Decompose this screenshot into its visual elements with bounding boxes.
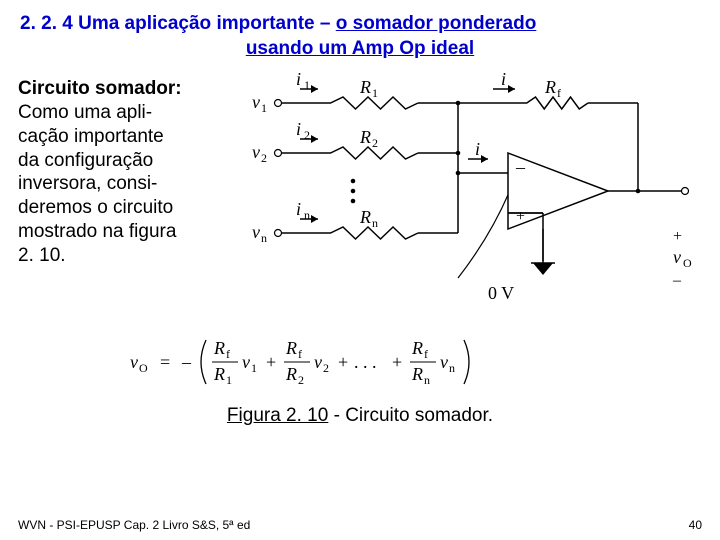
svg-text:v: v	[440, 352, 448, 372]
circuit-svg: v1i1R1v2i2R2vninRniiRf–++vO–0 V	[243, 73, 703, 323]
svg-text:2: 2	[323, 361, 329, 375]
svg-text:R: R	[285, 364, 297, 384]
svg-text:R: R	[359, 77, 371, 97]
svg-text:+: +	[266, 352, 276, 372]
svg-text:+: +	[673, 228, 682, 245]
svg-text:R: R	[411, 364, 423, 384]
svg-text:+: +	[338, 352, 348, 372]
svg-text:1: 1	[261, 101, 267, 115]
footer-left: WVN - PSI-EPUSP Cap. 2 Livro S&S, 5ª ed	[18, 518, 250, 532]
footer: WVN - PSI-EPUSP Cap. 2 Livro S&S, 5ª ed …	[18, 518, 702, 532]
svg-text:0 V: 0 V	[488, 283, 514, 303]
svg-text:O: O	[139, 361, 148, 375]
svg-text:i: i	[501, 73, 506, 89]
svg-text:+: +	[516, 208, 525, 225]
svg-text:v: v	[130, 352, 138, 372]
svg-text:1: 1	[304, 78, 310, 92]
svg-text:R: R	[544, 77, 556, 97]
svg-text:–: –	[515, 157, 526, 177]
svg-text:2: 2	[298, 373, 304, 387]
title-plain: 2. 2. 4 Uma aplicação importante –	[20, 13, 336, 34]
body-l0: Como uma apli-	[18, 102, 152, 123]
svg-text:R: R	[213, 338, 225, 358]
svg-text:2: 2	[261, 151, 267, 165]
svg-text:R: R	[411, 338, 423, 358]
slide-title: 2. 2. 4 Uma aplicação importante – o som…	[0, 0, 720, 65]
svg-text:n: n	[449, 361, 455, 375]
svg-text:1: 1	[372, 86, 378, 100]
svg-text:n: n	[304, 208, 310, 222]
svg-text:+: +	[392, 352, 402, 372]
svg-text:f: f	[424, 347, 428, 361]
svg-text:i: i	[296, 199, 301, 219]
circuit-diagram: v1i1R1v2i2R2vninRniiRf–++vO–0 V	[243, 73, 710, 328]
svg-text:i: i	[296, 73, 301, 89]
svg-text:R: R	[213, 364, 225, 384]
body-text: Circuito somador: Como uma apli- cação i…	[18, 73, 243, 267]
body-l5: mostrado na figura	[18, 221, 176, 242]
svg-text:f: f	[226, 347, 230, 361]
svg-text:R: R	[359, 207, 371, 227]
svg-text:2: 2	[304, 128, 310, 142]
footer-right: 40	[689, 518, 702, 532]
body-l1: cação importante	[18, 126, 164, 147]
equation-svg: vO=–RfR1v1+RfR2v2+. . .+RfRnvn	[120, 334, 600, 390]
svg-text:v: v	[252, 222, 260, 242]
svg-text:O: O	[683, 256, 692, 270]
svg-text:1: 1	[251, 361, 257, 375]
svg-text:v: v	[252, 92, 260, 112]
svg-text:–: –	[672, 272, 682, 289]
svg-text:f: f	[557, 86, 561, 100]
content-row: Circuito somador: Como uma apli- cação i…	[0, 65, 720, 328]
svg-text:R: R	[359, 127, 371, 147]
title-u2: usando um Amp Op ideal	[246, 38, 474, 59]
svg-text:. . .: . . .	[354, 352, 377, 372]
caption-bold: Figura 2. 10	[227, 405, 328, 426]
svg-text:f: f	[298, 347, 302, 361]
svg-text:v: v	[242, 352, 250, 372]
svg-text:1: 1	[226, 373, 232, 387]
title-u1: o somador ponderado	[336, 13, 537, 34]
equation: vO=–RfR1v1+RfR2v2+. . .+RfRnvn	[0, 334, 720, 395]
svg-text:–: –	[181, 352, 192, 372]
svg-text:n: n	[261, 231, 267, 245]
body-l3: inversora, consi-	[18, 173, 157, 194]
svg-text:v: v	[252, 142, 260, 162]
svg-text:n: n	[424, 373, 430, 387]
body-l2: da configuração	[18, 150, 153, 171]
svg-text:=: =	[160, 352, 170, 372]
svg-text:i: i	[475, 139, 480, 159]
svg-text:2: 2	[372, 136, 378, 150]
figure-caption: Figura 2. 10 - Circuito somador.	[0, 405, 720, 427]
svg-text:v: v	[314, 352, 322, 372]
body-l4: deremos o circuito	[18, 197, 173, 218]
body-heading: Circuito somador:	[18, 78, 182, 99]
svg-text:n: n	[372, 216, 378, 230]
svg-text:R: R	[285, 338, 297, 358]
caption-rest: - Circuito somador.	[328, 405, 493, 426]
body-l6: 2. 10.	[18, 245, 66, 266]
svg-text:v: v	[673, 247, 681, 267]
svg-text:i: i	[296, 119, 301, 139]
